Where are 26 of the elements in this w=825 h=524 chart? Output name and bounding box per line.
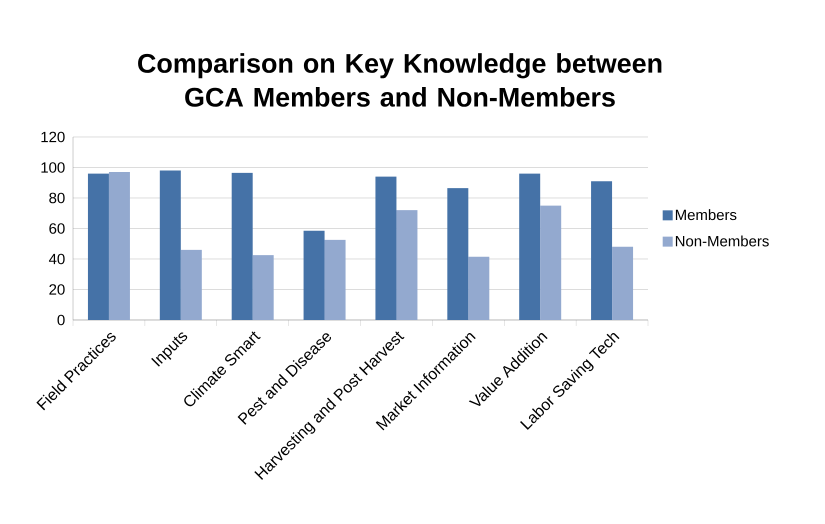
bar xyxy=(519,174,540,320)
y-tick-label: 20 xyxy=(49,284,65,295)
y-tick-label: 100 xyxy=(41,162,65,173)
legend-label: Non-Members xyxy=(676,235,769,246)
bar xyxy=(468,256,490,320)
bar xyxy=(612,246,634,320)
bar xyxy=(304,230,325,320)
bar xyxy=(252,255,274,320)
bar xyxy=(540,206,562,320)
y-tick-label: 60 xyxy=(49,223,65,234)
bar xyxy=(232,172,253,320)
legend-label: Members xyxy=(676,209,736,220)
bar xyxy=(324,240,346,320)
y-tick-label: 0 xyxy=(58,314,65,326)
bar xyxy=(88,174,109,320)
y-tick-label: 120 xyxy=(41,132,65,142)
chart-title: Comparison on Key Knowledge between GCA Members and Non-Members xyxy=(138,53,662,107)
bar xyxy=(591,181,612,320)
bar xyxy=(160,170,181,320)
y-tick-label: 40 xyxy=(48,254,65,264)
bar xyxy=(447,188,468,320)
bar xyxy=(108,172,130,320)
bar xyxy=(375,176,396,320)
bar xyxy=(180,250,202,320)
bar xyxy=(396,210,418,320)
y-tick-label: 80 xyxy=(49,192,65,204)
